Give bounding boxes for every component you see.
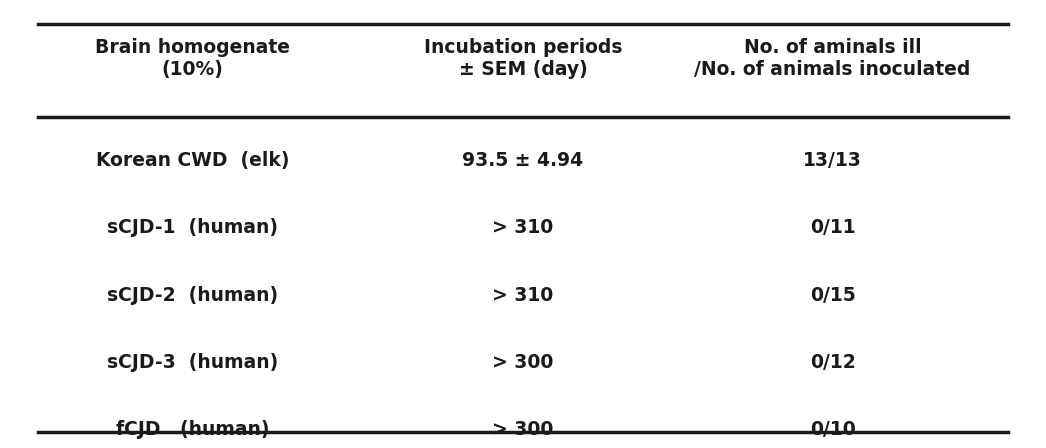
- Text: > 310: > 310: [493, 218, 553, 237]
- Text: Brain homogenate
(10%): Brain homogenate (10%): [95, 39, 290, 79]
- Text: 0/15: 0/15: [810, 285, 856, 305]
- Text: Incubation periods
± SEM (day): Incubation periods ± SEM (day): [424, 39, 622, 79]
- Text: 0/10: 0/10: [810, 420, 856, 439]
- Text: > 300: > 300: [493, 420, 553, 439]
- Text: 13/13: 13/13: [803, 151, 862, 170]
- Text: 0/11: 0/11: [810, 218, 856, 237]
- Text: > 300: > 300: [493, 353, 553, 372]
- Text: sCJD-3  (human): sCJD-3 (human): [107, 353, 278, 372]
- Text: sCJD-2  (human): sCJD-2 (human): [107, 285, 278, 305]
- Text: sCJD-1  (human): sCJD-1 (human): [108, 218, 278, 237]
- Text: Korean CWD  (elk): Korean CWD (elk): [96, 151, 290, 170]
- Text: fCJD   (human): fCJD (human): [116, 420, 270, 439]
- Text: 93.5 ± 4.94: 93.5 ± 4.94: [462, 151, 584, 170]
- Text: 0/12: 0/12: [810, 353, 856, 372]
- Text: No. of aminals ill
/No. of animals inoculated: No. of aminals ill /No. of animals inocu…: [695, 39, 971, 79]
- Text: > 310: > 310: [493, 285, 553, 305]
